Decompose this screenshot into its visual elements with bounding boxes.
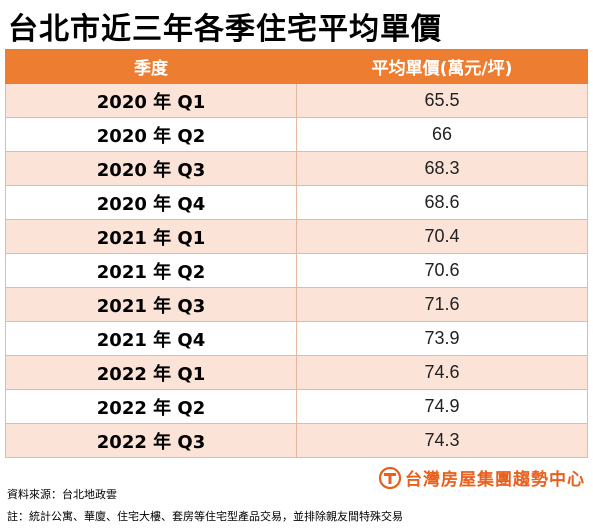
price-cell: 74.6	[296, 355, 588, 390]
quarter-cell: 2022 年 Q2	[5, 389, 297, 424]
table-row: 2020 年 Q4 68.6	[5, 185, 588, 220]
table-row: 2020 年 Q2 66	[5, 117, 588, 152]
quarter-cell: 2020 年 Q2	[5, 117, 297, 152]
quarter-cell: 2020 年 Q4	[5, 185, 297, 220]
brand-name: 台灣房屋集團趨勢中心	[405, 470, 585, 490]
page-title: 台北市近三年各季住宅平均單價	[8, 12, 442, 47]
column-header-quarter: 季度	[5, 49, 297, 84]
quarter-cell: 2021 年 Q1	[5, 219, 297, 254]
table-row: 2021 年 Q2 70.6	[5, 253, 588, 288]
price-cell: 71.6	[296, 287, 588, 322]
table-row: 2020 年 Q1 65.5	[5, 83, 588, 118]
price-cell: 70.6	[296, 253, 588, 288]
table-body: 2020 年 Q1 65.5 2020 年 Q2 66 2020 年 Q3 68.3 202…	[5, 83, 588, 458]
table-header-row: 季度 平均單價(萬元/坪)	[5, 49, 588, 84]
table-row: 2021 年 Q4 73.9	[5, 321, 588, 356]
price-cell: 65.5	[296, 83, 588, 118]
quarter-cell: 2022 年 Q3	[5, 423, 297, 458]
taiwan-realty-logo-icon	[379, 466, 401, 489]
brand-mark: 台灣房屋集團趨勢中心	[379, 465, 585, 490]
quarter-cell: 2022 年 Q1	[5, 355, 297, 390]
price-cell: 70.4	[296, 219, 588, 254]
quarter-cell: 2020 年 Q1	[5, 83, 297, 118]
quarter-cell: 2020 年 Q3	[5, 151, 297, 186]
price-cell: 74.9	[296, 389, 588, 424]
price-table: 季度 平均單價(萬元/坪) 2020 年 Q1 65.5 2020 年 Q2 66 20…	[5, 49, 588, 458]
table-row: 2022 年 Q3 74.3	[5, 423, 588, 458]
table-row: 2022 年 Q2 74.9	[5, 389, 588, 424]
quarter-cell: 2021 年 Q3	[5, 287, 297, 322]
table-row: 2022 年 Q1 74.6	[5, 355, 588, 390]
table-row: 2021 年 Q1 70.4	[5, 219, 588, 254]
price-cell: 74.3	[296, 423, 588, 458]
table-row: 2020 年 Q3 68.3	[5, 151, 588, 186]
price-cell: 68.3	[296, 151, 588, 186]
price-cell: 73.9	[296, 321, 588, 356]
column-header-price: 平均單價(萬元/坪)	[296, 49, 588, 84]
footnote: 註：統計公寓、華廈、住宅大樓、套房等住宅型產品交易，並排除親友間特殊交易	[7, 510, 403, 523]
quarter-cell: 2021 年 Q4	[5, 321, 297, 356]
table-row: 2021 年 Q3 71.6	[5, 287, 588, 322]
source-note: 資料來源：台北地政雲	[7, 488, 117, 501]
quarter-cell: 2021 年 Q2	[5, 253, 297, 288]
price-cell: 66	[296, 117, 588, 152]
price-cell: 68.6	[296, 185, 588, 220]
